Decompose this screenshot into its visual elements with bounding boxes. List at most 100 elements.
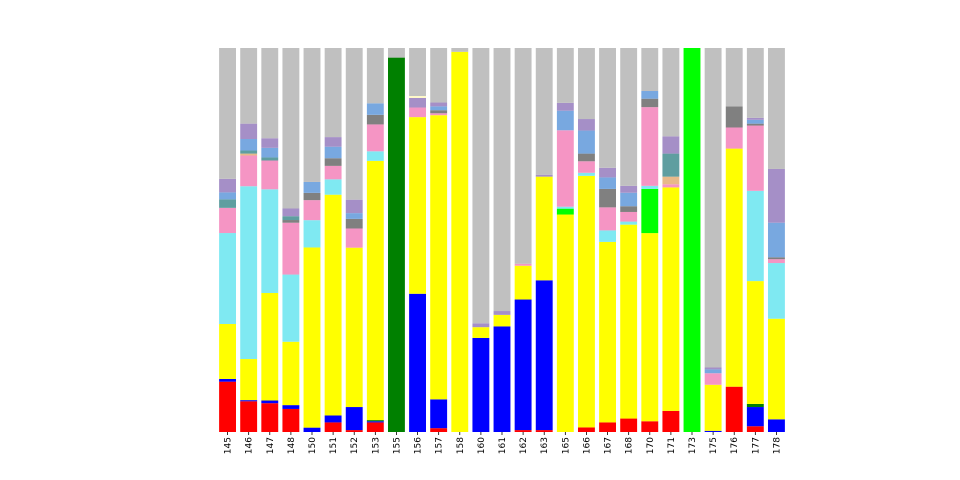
bar-segment-178-13	[768, 48, 785, 169]
bar-segment-156-6	[409, 107, 426, 118]
x-tick-label-145: 145	[224, 437, 234, 454]
bar-segment-150-5	[303, 220, 321, 248]
bar-segment-148-6	[282, 222, 300, 275]
bar-segment-176-0	[725, 386, 743, 432]
bar-segment-156-3	[409, 117, 426, 294]
bar-segment-153-5	[366, 151, 384, 161]
bar-segment-160-3	[472, 327, 490, 338]
bar-segment-153-1	[366, 421, 384, 423]
bar-segment-146-6	[240, 155, 258, 187]
bars-group	[219, 48, 785, 433]
bar-segment-166-0	[578, 427, 595, 432]
bar-segment-175-1	[704, 430, 722, 432]
bar-segment-150-6	[303, 200, 321, 221]
bar-segment-151-13	[324, 48, 342, 138]
bar-segment-148-13	[282, 48, 300, 209]
bar-segment-167-0	[599, 422, 616, 432]
bar-segment-167-11	[599, 167, 616, 178]
bar-segment-151-11	[324, 137, 342, 147]
bar-segment-173-4	[683, 48, 701, 432]
bar-segment-166-10	[578, 130, 595, 154]
x-tick-label-167: 167	[604, 437, 614, 454]
bar-segment-147-5	[261, 189, 279, 293]
bar-segment-157-10	[430, 106, 448, 111]
bar-segment-146-5	[240, 186, 258, 360]
bar-segment-145-6	[219, 207, 236, 234]
bar-segment-162-1	[514, 299, 532, 431]
x-tick-label-162: 162	[519, 437, 529, 454]
bar-segment-152-6	[345, 228, 363, 248]
x-tick-label-168: 168	[625, 437, 635, 454]
bar-segment-166-3	[578, 175, 595, 428]
bar-segment-153-3	[366, 160, 384, 421]
bar-segment-176-8	[725, 106, 743, 128]
bar-segment-156-11	[409, 97, 426, 108]
bar-segment-161-11	[493, 311, 511, 315]
x-tick-label-171: 171	[667, 437, 677, 454]
bar-segment-177-8	[746, 123, 764, 126]
bar-segment-177-6	[746, 125, 764, 191]
bar-segment-178-8	[768, 257, 785, 260]
bar-segment-153-8	[366, 114, 384, 125]
bar-segment-165-6	[556, 130, 574, 207]
bar-segment-165-10	[556, 110, 574, 131]
x-tick-label-163: 163	[540, 437, 550, 454]
bar-segment-157-6	[430, 113, 448, 116]
x-tick-label-147: 147	[266, 437, 276, 454]
bar-segment-177-1	[746, 407, 764, 427]
bar-segment-175-13	[704, 48, 722, 368]
bar-segment-146-0	[240, 401, 258, 432]
bar-segment-146-9	[240, 150, 258, 154]
bar-segment-145-0	[219, 381, 236, 432]
bar-segment-175-11	[704, 367, 722, 370]
bar-segment-171-0	[662, 410, 680, 432]
bar-segment-146-13	[240, 48, 258, 124]
bar-segment-145-11	[219, 178, 236, 193]
bar-segment-145-13	[219, 48, 236, 179]
bar-segment-153-10	[366, 103, 384, 115]
bar-segment-148-3	[282, 341, 300, 406]
bar-segment-170-4	[641, 188, 659, 234]
bar-segment-150-8	[303, 192, 321, 201]
bar-segment-145-9	[219, 199, 236, 208]
bar-segment-168-10	[620, 192, 638, 207]
bar-segment-176-13	[725, 48, 743, 107]
bar-segment-151-10	[324, 146, 342, 159]
bar-segment-168-8	[620, 206, 638, 212]
bar-segment-165-4	[556, 208, 574, 215]
x-tick-label-148: 148	[287, 437, 297, 454]
bar-segment-151-8	[324, 158, 342, 166]
bar-segment-145-5	[219, 233, 236, 324]
x-tick-label-160: 160	[477, 437, 487, 454]
bar-segment-168-11	[620, 185, 638, 193]
bar-segment-161-1	[493, 326, 511, 432]
x-tick-label-173: 173	[688, 437, 698, 454]
bar-segment-163-0	[535, 430, 553, 432]
bar-segment-162-13	[514, 48, 532, 264]
bar-segment-155-13	[388, 48, 405, 58]
x-tick-label-153: 153	[371, 437, 381, 454]
bar-segment-147-1	[261, 400, 279, 404]
bar-segment-165-3	[556, 214, 574, 432]
bar-segment-168-13	[620, 48, 638, 186]
bar-segment-166-11	[578, 119, 595, 131]
bar-segment-177-5	[746, 190, 764, 282]
x-tick-label-177: 177	[751, 437, 761, 454]
x-tick-label-152: 152	[350, 437, 360, 454]
bar-segment-148-1	[282, 405, 300, 409]
bar-segment-151-1	[324, 415, 342, 423]
bar-segment-170-8	[641, 98, 659, 108]
bar-segment-152-8	[345, 218, 363, 229]
bar-segment-176-3	[725, 148, 743, 387]
bar-segment-146-7	[240, 153, 258, 156]
bar-segment-152-11	[345, 199, 363, 214]
bar-segment-157-11	[430, 102, 448, 107]
bar-segment-147-3	[261, 292, 279, 401]
bar-segment-148-9	[282, 216, 300, 221]
bar-segment-152-0	[345, 430, 363, 432]
bar-segment-175-3	[704, 384, 722, 431]
bar-segment-150-1	[303, 427, 321, 432]
bar-segment-158-13	[451, 48, 469, 52]
bar-segment-146-10	[240, 139, 258, 151]
bar-segment-177-0	[746, 426, 764, 432]
